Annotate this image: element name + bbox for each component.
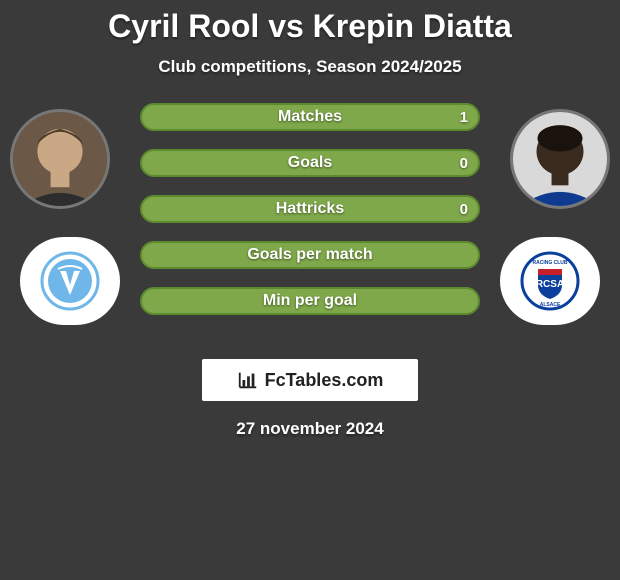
stat-bars: Matches 1 Goals 0 Hattricks 0 Goals per … <box>140 103 480 315</box>
stat-right-value: 0 <box>460 155 468 172</box>
comparison-card: Cyril Rool vs Krepin Diatta Club competi… <box>0 0 620 580</box>
source-logo-text: FcTables.com <box>265 370 384 391</box>
stat-bar-goals: Goals 0 <box>140 149 480 177</box>
bar-chart-icon <box>237 369 259 391</box>
source-logo: FcTables.com <box>202 359 418 401</box>
stat-label: Matches <box>278 108 342 126</box>
stat-label: Min per goal <box>263 292 357 310</box>
stat-bar-goals-per-match: Goals per match <box>140 241 480 269</box>
page-title: Cyril Rool vs Krepin Diatta <box>108 8 512 45</box>
generated-date: 27 november 2024 <box>236 419 383 439</box>
club-crest-icon: RACING CLUB ALSACE RCSA <box>520 251 580 311</box>
club-crest-icon <box>40 251 100 311</box>
club-right-badge: RACING CLUB ALSACE RCSA <box>500 237 600 325</box>
stat-bar-hattricks: Hattricks 0 <box>140 195 480 223</box>
stat-right-value: 1 <box>460 109 468 126</box>
person-icon <box>513 112 607 206</box>
page-subtitle: Club competitions, Season 2024/2025 <box>158 57 461 77</box>
player-left-avatar <box>10 109 110 209</box>
stat-bar-min-per-goal: Min per goal <box>140 287 480 315</box>
stat-bar-matches: Matches 1 <box>140 103 480 131</box>
stat-label: Goals <box>288 154 332 172</box>
person-icon <box>13 112 107 206</box>
svg-text:RACING CLUB: RACING CLUB <box>533 260 568 266</box>
stat-label: Hattricks <box>276 200 344 218</box>
stats-area: RACING CLUB ALSACE RCSA Matches 1 Goals … <box>0 109 620 341</box>
svg-text:RCSA: RCSA <box>536 279 564 290</box>
stat-right-value: 0 <box>460 201 468 218</box>
club-left-badge <box>20 237 120 325</box>
stat-label: Goals per match <box>247 246 372 264</box>
svg-text:ALSACE: ALSACE <box>540 302 561 308</box>
player-right-avatar <box>510 109 610 209</box>
